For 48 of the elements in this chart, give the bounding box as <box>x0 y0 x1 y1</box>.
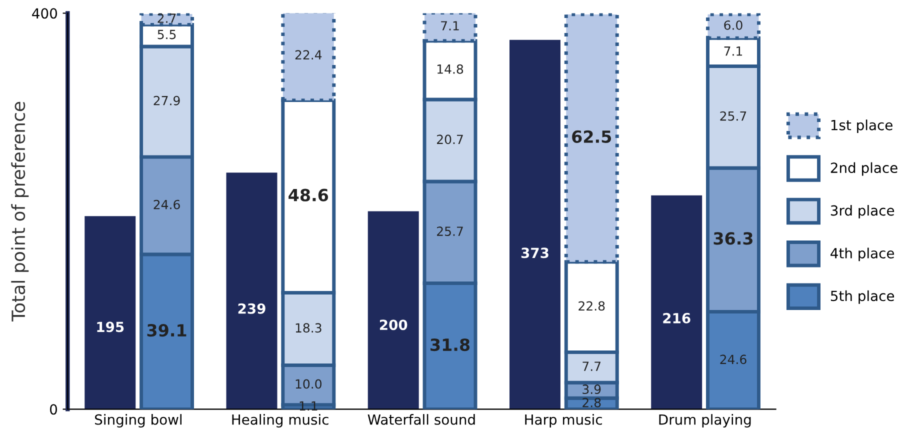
data-label: 2.8 <box>582 398 601 408</box>
data-label: 14.8 <box>437 64 464 74</box>
data-label: 5.5 <box>158 30 176 40</box>
bar <box>368 211 419 410</box>
legend-label: 2nd place <box>830 162 898 176</box>
data-label: 3.9 <box>582 384 601 394</box>
data-label: 6.0 <box>724 20 742 30</box>
data-label: 18.3 <box>296 323 322 333</box>
data-label: 7.1 <box>441 21 459 30</box>
x-tick-label: Harp music <box>525 414 602 428</box>
data-label: 195 <box>97 322 124 332</box>
x-tick-label: Healing music <box>232 414 328 428</box>
bar <box>226 172 278 410</box>
data-label: 200 <box>380 320 408 330</box>
data-label: 27.9 <box>154 96 180 106</box>
data-label: 10.0 <box>296 379 322 389</box>
data-label: 20.7 <box>437 134 463 144</box>
x-tick-label: Singing bowl <box>95 414 182 428</box>
x-tick-label: Waterfall sound <box>368 414 475 425</box>
data-label: 36.3 <box>714 232 752 245</box>
data-label: 7.7 <box>582 362 600 371</box>
data-label: 7.1 <box>724 46 742 56</box>
data-label: 24.6 <box>720 354 746 364</box>
bar <box>84 216 136 410</box>
data-label: 373 <box>521 248 548 258</box>
data-label: 239 <box>238 303 266 314</box>
y-tick-label: 0 <box>50 404 58 415</box>
data-label: 216 <box>663 312 690 324</box>
bar <box>651 195 702 410</box>
legend-label: 4th place <box>830 248 894 262</box>
data-label: 24.6 <box>154 200 180 210</box>
data-label: 22.8 <box>578 301 605 311</box>
bar <box>509 40 560 410</box>
data-label: 22.4 <box>295 50 322 60</box>
data-label: 25.7 <box>437 226 463 236</box>
data-label: 1.1 <box>300 401 318 410</box>
data-label: 48.6 <box>288 188 328 202</box>
y-tick-label: 400 <box>32 8 58 19</box>
data-label: 2.7 <box>158 14 176 23</box>
data-label: 31.8 <box>430 338 470 352</box>
data-label: 39.1 <box>147 324 186 337</box>
data-label: 25.7 <box>720 111 746 121</box>
x-tick-label: Drum playing <box>659 414 751 428</box>
data-label: 62.5 <box>572 130 612 143</box>
y-axis-title: Total point of preference <box>11 102 29 322</box>
legend-label: 1st place <box>831 120 892 134</box>
legend-label: 5th place <box>830 290 894 304</box>
legend-label: 3rd place <box>830 204 894 218</box>
